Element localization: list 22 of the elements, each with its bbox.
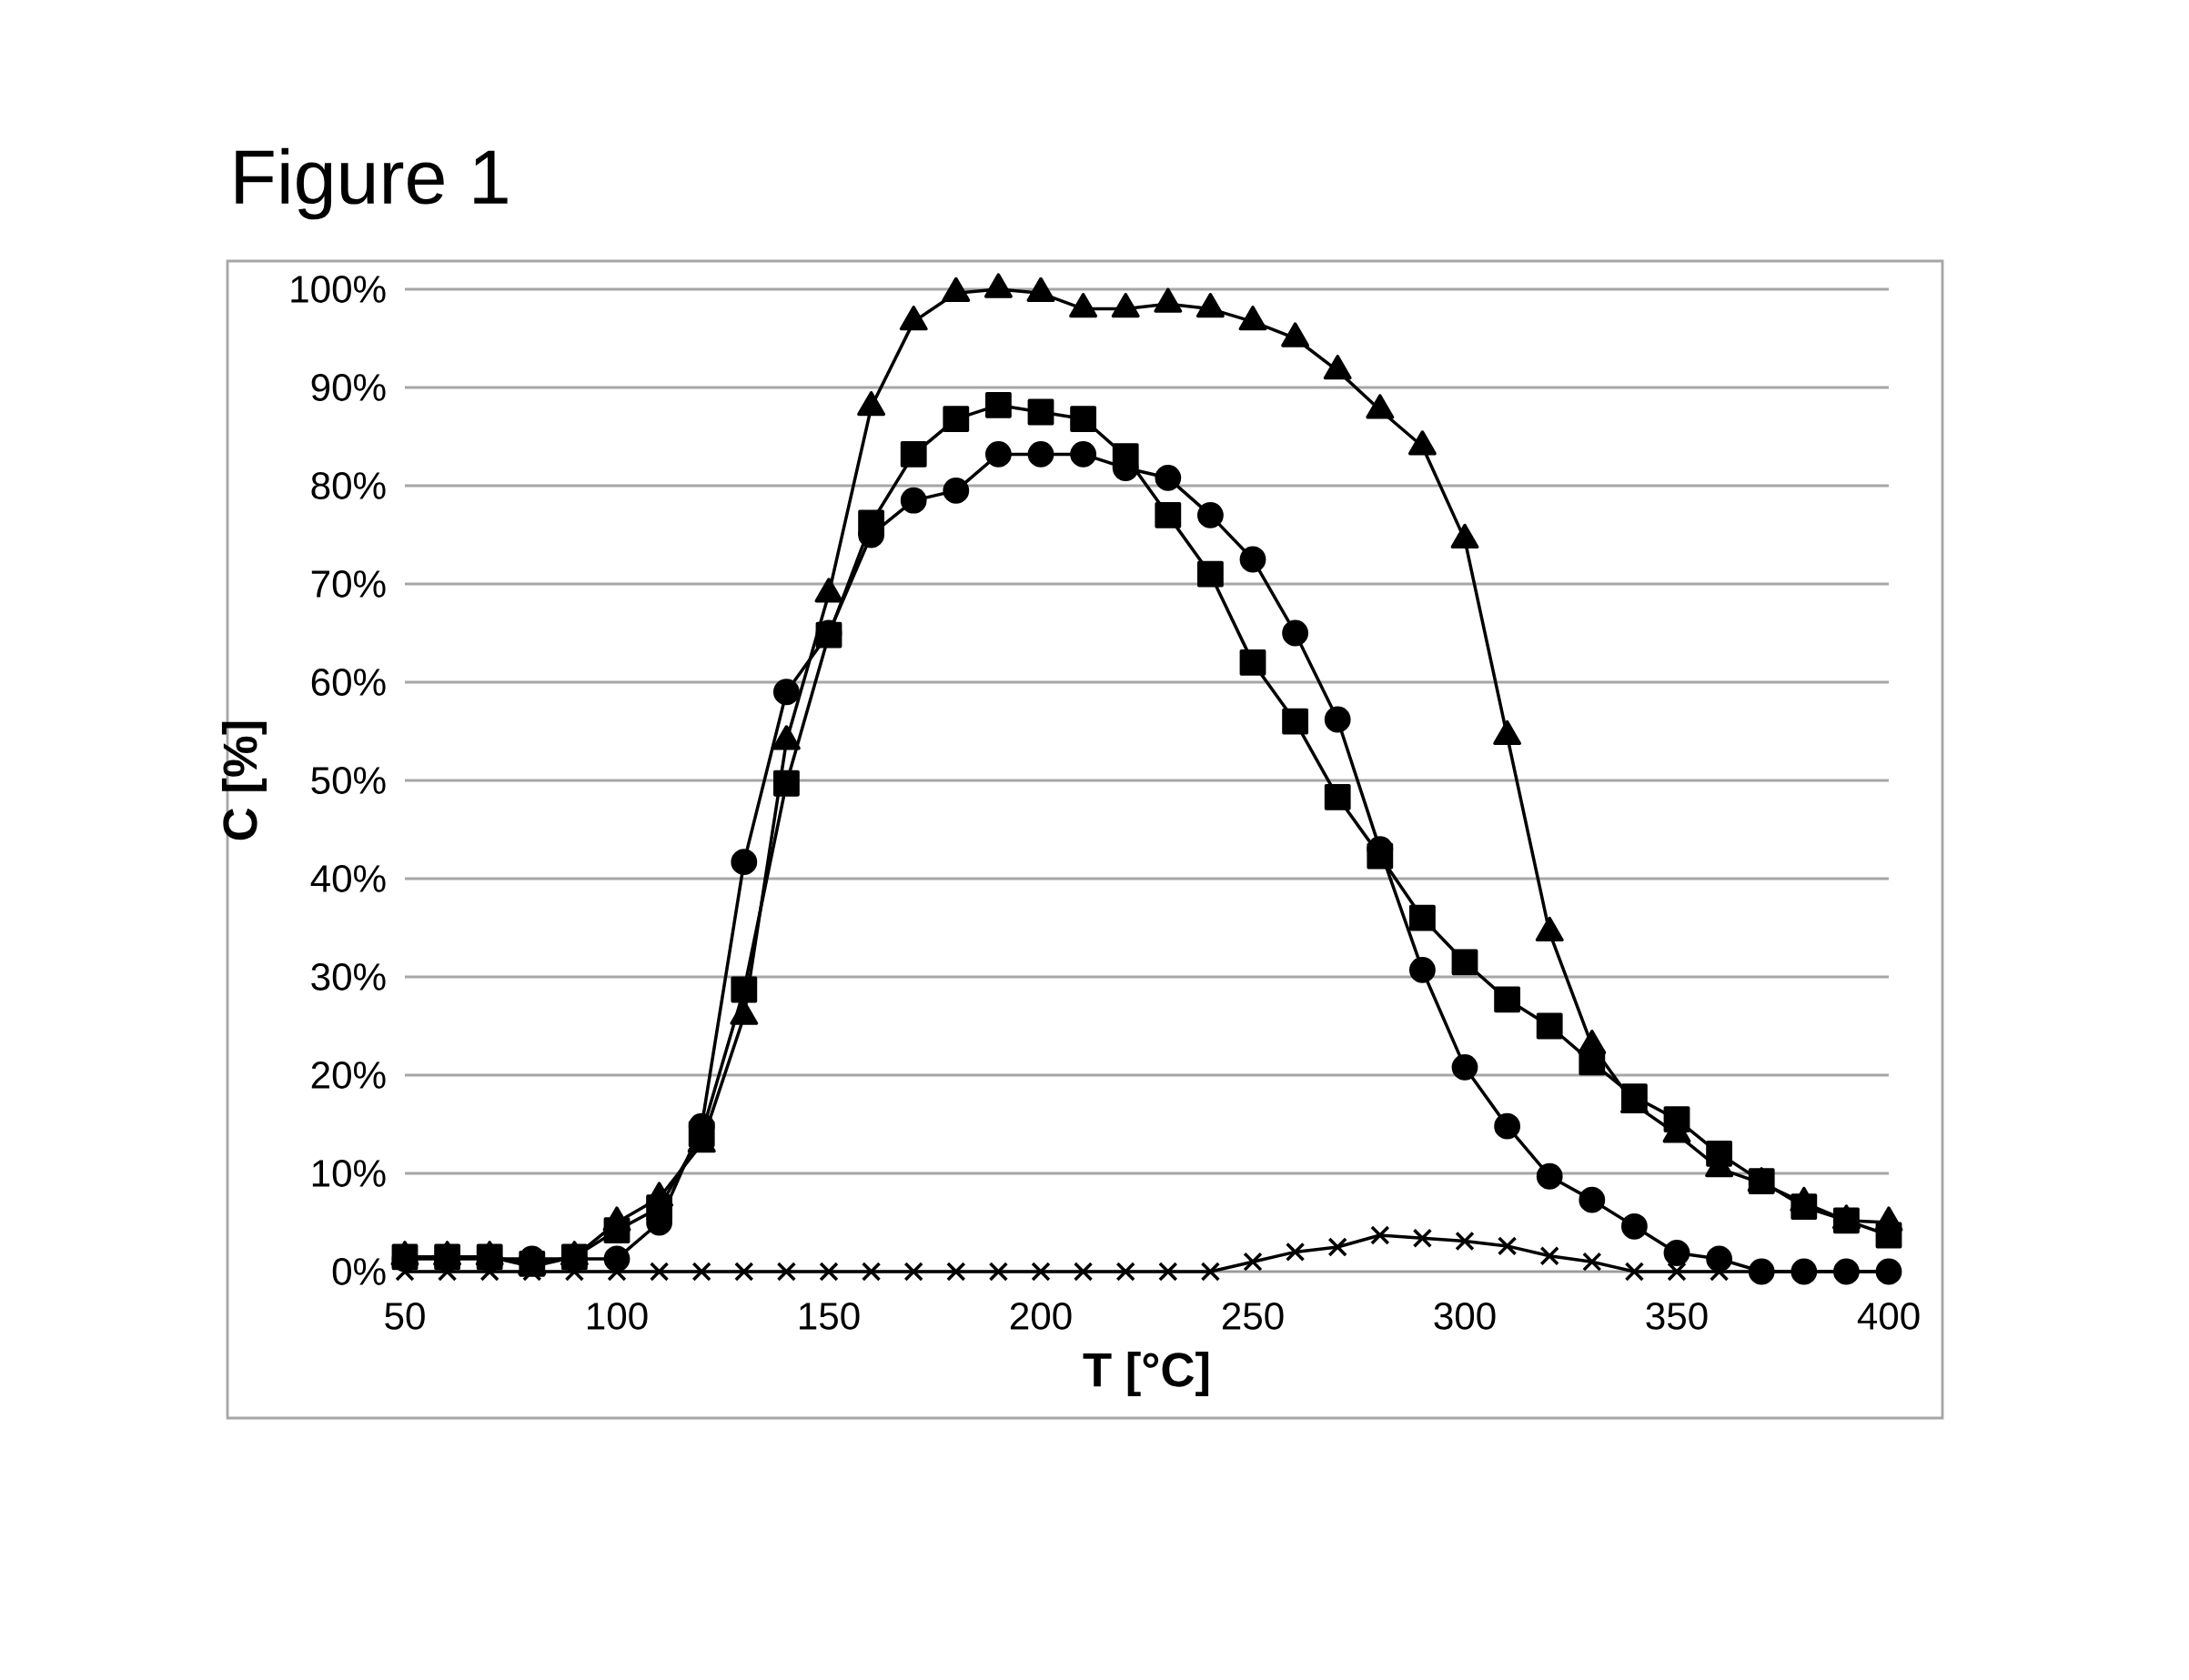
x-tick-label: 350	[1646, 1302, 1708, 1330]
x-tick-label: 400	[1857, 1302, 1920, 1330]
x-tick-label: 200	[1010, 1302, 1072, 1330]
y-tick-label: 50%	[311, 767, 386, 794]
y-tick-label: 60%	[311, 669, 386, 696]
x-tick-label: 50	[385, 1302, 425, 1330]
y-tick-label: 40%	[310, 865, 386, 892]
x-tick-label: 150	[800, 1302, 860, 1330]
y-tick-label: 10%	[312, 1160, 386, 1187]
x-tick-label: 300	[1434, 1302, 1496, 1330]
y-axis-title: C [%]	[221, 721, 267, 840]
x-axis-title: T [°C]	[1083, 1351, 1209, 1397]
x-tick-label: 250	[1222, 1302, 1284, 1330]
x-tick-label: 100	[588, 1302, 648, 1330]
y-tick-label: 100%	[291, 276, 386, 303]
y-tick-label: 70%	[311, 570, 386, 598]
y-tick-label: 20%	[311, 1061, 386, 1089]
y-tick-label: 0%	[332, 1258, 386, 1285]
chart-title: Figure 1	[236, 147, 508, 220]
y-tick-label: 90%	[311, 374, 386, 401]
y-tick-label: 30%	[311, 963, 386, 991]
y-tick-label: 80%	[311, 472, 386, 499]
